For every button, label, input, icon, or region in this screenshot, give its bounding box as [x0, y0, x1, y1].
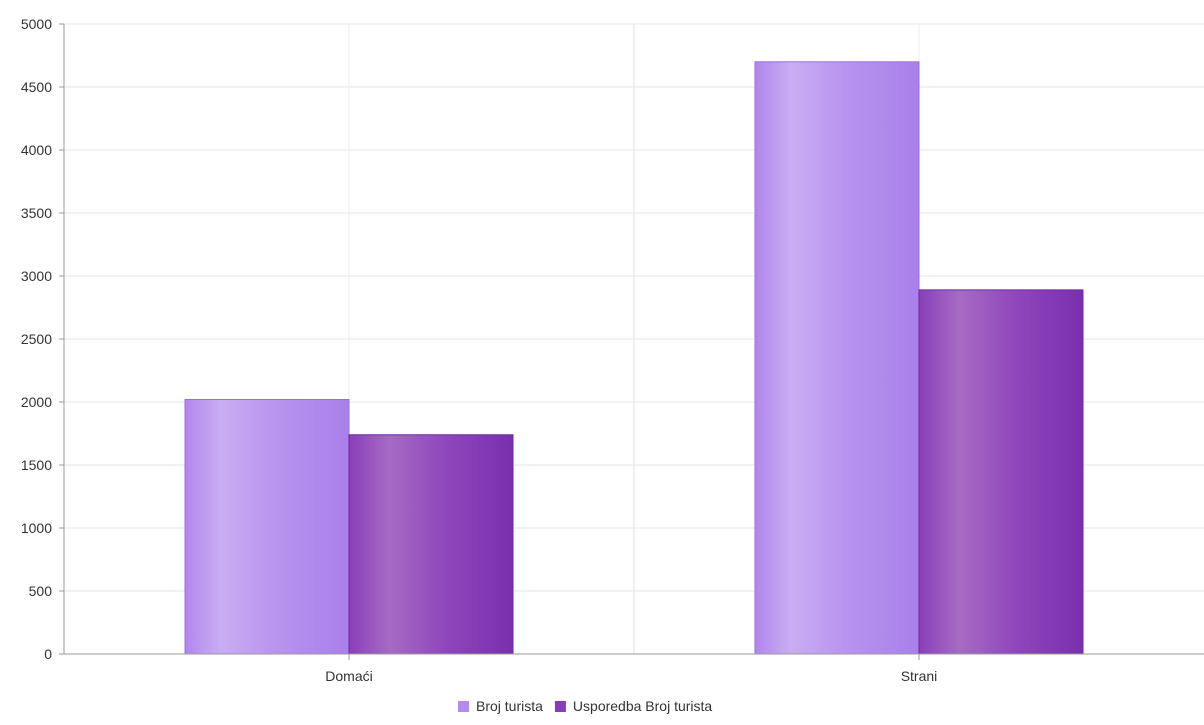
bar-usporedba-broj-turista-0[interactable] [348, 434, 514, 655]
bar-broj-turista-0[interactable] [184, 398, 350, 655]
y-tick-label: 500 [29, 583, 53, 599]
bar-broj-turista-1[interactable] [754, 61, 920, 655]
y-tick-label: 5000 [21, 16, 52, 32]
bar-usporedba-broj-turista-1[interactable] [918, 289, 1084, 655]
axis-layer: 0 500 1000 1500 2000 2500 3000 3500 4000 4500 5000… [21, 16, 1204, 684]
y-tick-label: 3000 [21, 268, 52, 284]
bars-layer [184, 61, 1084, 655]
legend-swatch-1[interactable] [554, 701, 566, 712]
y-tick-label: 4500 [21, 79, 52, 95]
y-tick-label: 4000 [21, 142, 52, 158]
x-tick-label: Strani [901, 668, 938, 684]
legend-label-0[interactable]: Broj turista [476, 698, 543, 714]
y-tick-label: 0 [44, 646, 52, 662]
y-tick-label: 2500 [21, 331, 52, 347]
y-tick-label: 2000 [21, 394, 52, 410]
y-tick-label: 1500 [21, 457, 52, 473]
legend-swatch-0[interactable] [458, 701, 469, 712]
y-tick-label: 3500 [21, 205, 52, 221]
x-tick-label: Domaći [325, 668, 372, 684]
legend-label-1[interactable]: Usporedba Broj turista [573, 698, 713, 714]
legend: Broj turista Usporedba Broj turista [458, 698, 712, 714]
y-tick-label: 1000 [21, 520, 52, 536]
